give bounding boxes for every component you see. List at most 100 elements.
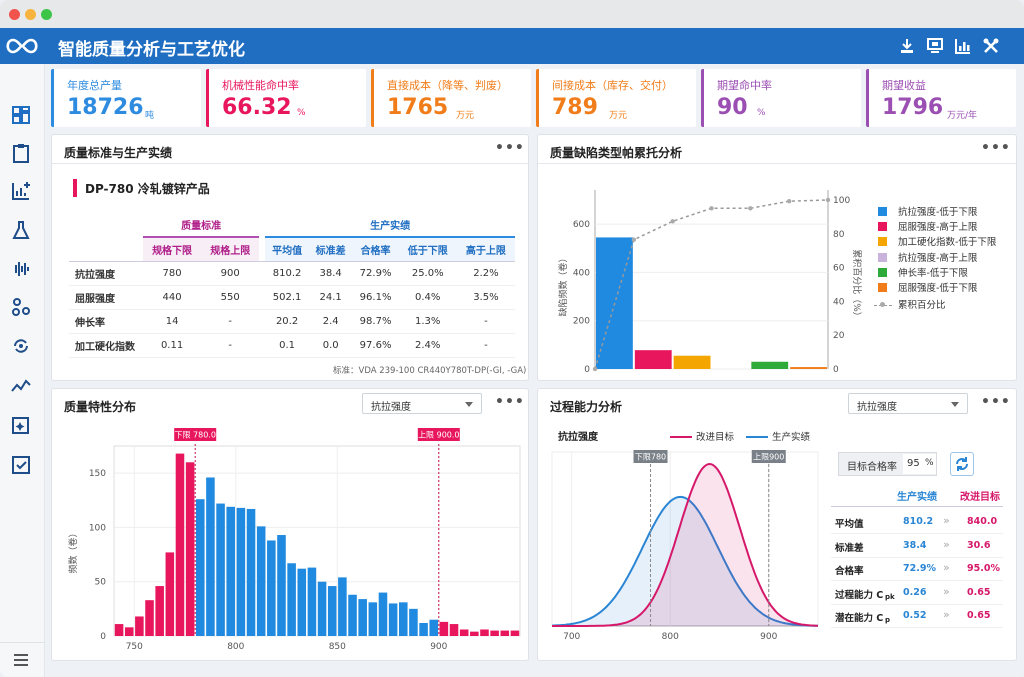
histogram-bar[interactable]: [155, 586, 164, 636]
pareto-bar[interactable]: [790, 367, 827, 369]
legend-label[interactable]: 抗拉强度-低于下限: [898, 207, 978, 218]
histogram-bar[interactable]: [124, 627, 134, 636]
histogram-bar[interactable]: [480, 629, 489, 636]
histogram-bar[interactable]: [185, 462, 195, 636]
y-tick-label: 100: [89, 523, 106, 533]
histogram-bar[interactable]: [277, 535, 286, 636]
histogram-bar[interactable]: [449, 624, 459, 636]
cumulative-point[interactable]: [709, 206, 714, 211]
legend-label[interactable]: 改进目标: [696, 431, 735, 443]
target-value: 0.65: [967, 586, 991, 598]
legend-label[interactable]: 累积百分比: [898, 300, 946, 311]
legend-label[interactable]: 屈服强度-低于下限: [898, 283, 978, 294]
cumulative-point[interactable]: [825, 197, 831, 203]
pareto-bar[interactable]: [673, 355, 711, 369]
histogram-bar[interactable]: [246, 508, 256, 636]
pareto-bar[interactable]: [751, 361, 789, 369]
cumulative-point[interactable]: [786, 198, 792, 204]
histogram-bar[interactable]: [226, 506, 235, 636]
histogram-bar[interactable]: [165, 552, 175, 636]
cycle-icon[interactable]: [10, 335, 32, 357]
more-options-button[interactable]: •••: [495, 140, 525, 156]
checklist-icon[interactable]: [10, 454, 32, 476]
monitor-icon[interactable]: [926, 37, 944, 55]
cumulative-point[interactable]: [592, 366, 598, 372]
close-window-button[interactable]: [9, 9, 20, 20]
cumulative-point[interactable]: [631, 237, 637, 242]
more-options-button[interactable]: •••: [495, 394, 525, 410]
histogram-bar[interactable]: [256, 526, 266, 636]
histogram-bar[interactable]: [358, 599, 367, 636]
y-tick-label: 150: [89, 469, 106, 479]
legend-label[interactable]: 屈服强度-高于上限: [898, 222, 978, 234]
histogram-bar[interactable]: [348, 594, 357, 636]
histogram-bar[interactable]: [297, 568, 307, 636]
legend-label[interactable]: 加工硬化指数-低于下限: [898, 237, 997, 249]
histogram-bar[interactable]: [388, 603, 398, 636]
tools-icon[interactable]: [982, 37, 1000, 55]
refresh-button[interactable]: [950, 452, 974, 476]
more-options-button[interactable]: •••: [981, 140, 1011, 156]
histogram-bar[interactable]: [338, 577, 347, 636]
legend-label[interactable]: 抗拉强度-高于上限: [898, 252, 978, 264]
network-icon[interactable]: [10, 296, 32, 318]
more-options-button[interactable]: •••: [981, 394, 1011, 410]
flask-icon[interactable]: [10, 219, 32, 241]
histogram-bar[interactable]: [145, 600, 154, 636]
histogram-bar[interactable]: [216, 503, 225, 636]
histogram-bar[interactable]: [196, 499, 205, 636]
clipboard-icon[interactable]: [10, 142, 32, 164]
histogram-bar[interactable]: [419, 622, 428, 636]
cumulative-point[interactable]: [670, 219, 675, 224]
y-tick-label: 600: [573, 220, 590, 230]
histogram-bar[interactable]: [470, 631, 479, 636]
histogram-bar[interactable]: [307, 567, 317, 636]
histogram-bar[interactable]: [327, 586, 337, 636]
histogram-bar[interactable]: [175, 453, 185, 636]
histogram-bar[interactable]: [206, 477, 215, 636]
histogram-bar[interactable]: [490, 630, 499, 636]
dashboard-icon[interactable]: [10, 104, 32, 126]
histogram-bar[interactable]: [378, 592, 388, 636]
histogram-bar[interactable]: [399, 602, 408, 636]
pareto-bar[interactable]: [634, 350, 672, 369]
distribution-curve[interactable]: [552, 462, 818, 627]
histogram-bar[interactable]: [439, 621, 449, 636]
bar-chart-icon[interactable]: [954, 37, 972, 55]
spark-icon[interactable]: [10, 414, 32, 436]
histogram-bar[interactable]: [459, 629, 469, 636]
product-title: DP-780 冷轧镀锌产品: [85, 182, 210, 196]
table-cell: 0.0: [322, 339, 339, 351]
capability-table: 生产实绩 改进目标 平均值 810.2 » 840.0 标准差 38.4 » 30.6 合格率 72.…: [831, 488, 1003, 628]
waveform-icon[interactable]: [10, 258, 32, 280]
histogram-bar[interactable]: [409, 608, 418, 636]
download-icon[interactable]: [898, 37, 916, 55]
histogram-bar[interactable]: [236, 507, 246, 636]
histogram-bar[interactable]: [317, 581, 327, 636]
histogram-bar[interactable]: [510, 630, 520, 636]
legend-label[interactable]: 生产实绩: [772, 431, 811, 443]
histogram-bar[interactable]: [429, 619, 438, 636]
column-header: 改进目标: [960, 492, 1000, 503]
histogram-bar[interactable]: [114, 624, 124, 636]
add-chart-icon[interactable]: [10, 180, 32, 202]
property-select[interactable]: 抗拉强度: [848, 393, 968, 414]
maximize-window-button[interactable]: [41, 9, 52, 20]
table-row: 抗拉强度 780 900 810.2 38.4 72.9% 25.0% 2.2%: [69, 261, 515, 285]
property-select[interactable]: 抗拉强度: [362, 393, 482, 414]
pareto-panel: 质量缺陷类型帕累托分析 ••• 0 200 400 600 0 20 40 60 80 100 缺陷…: [537, 134, 1017, 381]
minimize-window-button[interactable]: [25, 9, 36, 20]
histogram-bar[interactable]: [368, 602, 378, 636]
column-header: 规格下限: [143, 237, 202, 261]
histogram-bar[interactable]: [500, 630, 510, 636]
histogram-bar[interactable]: [287, 563, 296, 636]
table-row: 合格率 72.9% » 95.0%: [831, 559, 1003, 581]
legend-label[interactable]: 伸长率-低于下限: [898, 267, 968, 279]
cumulative-point[interactable]: [748, 206, 753, 211]
histogram-bar[interactable]: [135, 616, 144, 636]
trend-icon[interactable]: [10, 374, 32, 396]
distribution-curve[interactable]: [551, 495, 818, 627]
target-rate-field[interactable]: 目标合格率 95 %: [838, 452, 937, 476]
menu-icon[interactable]: [10, 649, 32, 671]
histogram-bar[interactable]: [267, 540, 276, 636]
